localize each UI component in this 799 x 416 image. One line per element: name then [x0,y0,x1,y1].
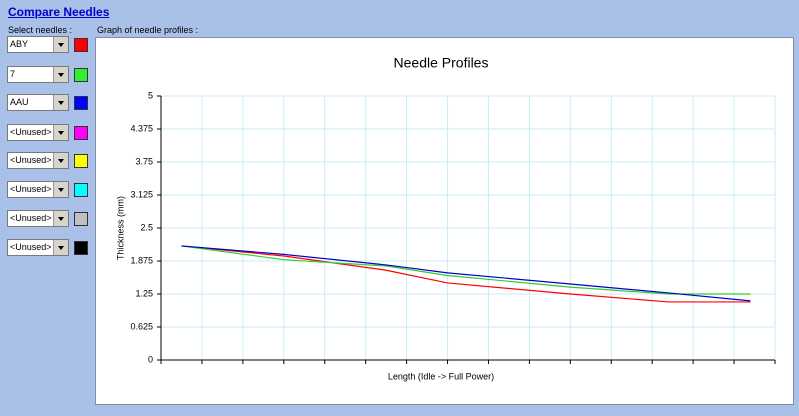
needle-select[interactable]: AAU [7,94,69,111]
y-axis-label: Thickness (mm) [115,196,125,260]
dropdown-button[interactable] [53,240,68,255]
color-swatch[interactable] [74,126,88,140]
graph-label: Graph of needle profiles : [97,25,199,35]
y-tick-label: 0 [148,354,153,364]
needle-select-text: ABY [10,39,29,49]
needle-select-text: <Unused> [10,213,52,223]
color-swatch[interactable] [74,96,88,110]
needle-select-text: <Unused> [10,184,52,194]
y-tick-label: 0.625 [130,321,153,331]
y-tick-label: 4.375 [130,123,153,133]
color-swatch[interactable] [74,212,88,226]
color-swatch[interactable] [74,241,88,255]
y-tick-label: 3.75 [135,156,153,166]
needle-select[interactable]: 7 [7,66,69,83]
y-tick-label: 3.125 [130,189,153,199]
color-swatch[interactable] [74,68,88,82]
dropdown-button[interactable] [53,95,68,110]
y-tick-label: 5 [148,90,153,100]
needle-select-text: <Unused> [10,242,52,252]
needle-select[interactable]: <Unused> [7,152,69,169]
select-label: Select needles : [8,25,73,35]
needle-select-text: <Unused> [10,127,52,137]
needle-select-text: 7 [10,69,16,79]
needle-select[interactable]: <Unused> [7,181,69,198]
needle-select-text: <Unused> [10,155,52,165]
profile-line [181,245,751,295]
dropdown-button[interactable] [53,37,68,52]
y-tick-label: 1.875 [130,255,153,265]
needle-select[interactable]: <Unused> [7,210,69,227]
profile-line [181,245,751,303]
y-tick-label: 2.5 [140,222,153,232]
dropdown-button[interactable] [53,211,68,226]
dropdown-button[interactable] [53,125,68,140]
x-axis-label: Length (Idle -> Full Power) [388,371,494,381]
needle-select-text: AAU [10,97,29,107]
needle-select[interactable]: ABY [7,36,69,53]
color-swatch[interactable] [74,183,88,197]
color-swatch[interactable] [74,154,88,168]
page-title[interactable]: Compare Needles [8,5,110,19]
needle-select[interactable]: <Unused> [7,124,69,141]
graph-panel [95,37,794,405]
chart-title: Needle Profiles [394,55,489,71]
dropdown-button[interactable] [53,153,68,168]
color-swatch[interactable] [74,38,88,52]
dropdown-button[interactable] [53,182,68,197]
y-tick-label: 1.25 [135,288,153,298]
needle-select[interactable]: <Unused> [7,239,69,256]
dropdown-button[interactable] [53,67,68,82]
profile-line [181,245,751,302]
